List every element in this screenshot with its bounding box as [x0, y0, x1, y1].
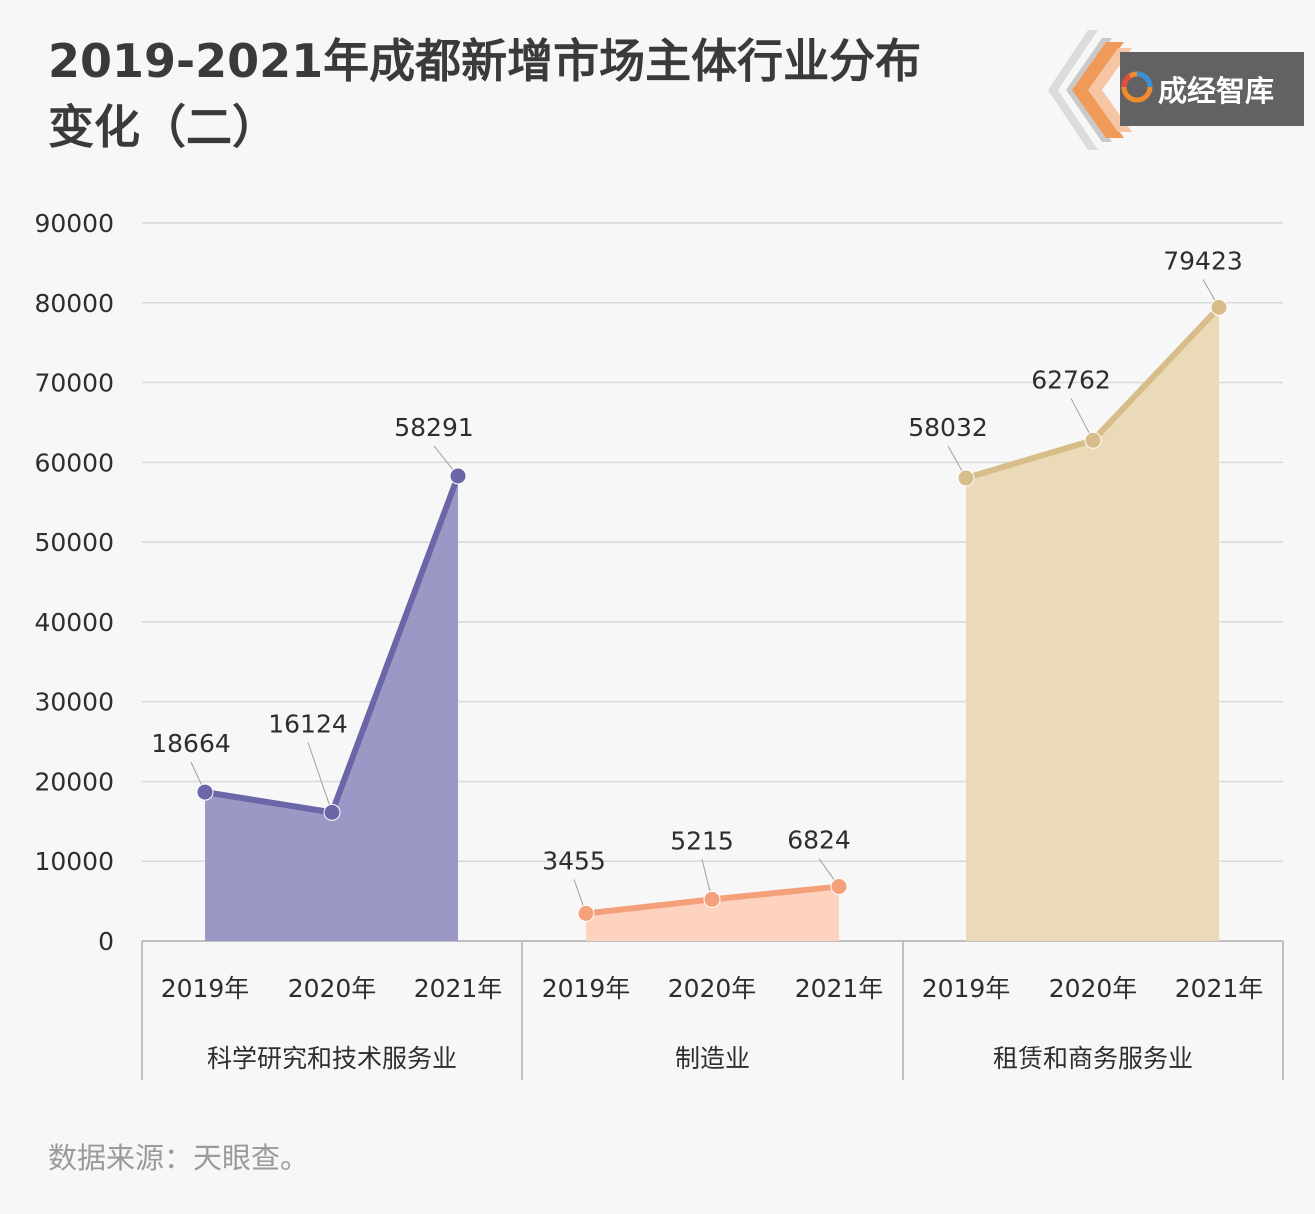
data-point	[449, 467, 467, 485]
data-label: 18664	[151, 729, 231, 758]
data-point	[1210, 298, 1228, 316]
x-tick-label: 2020年	[1049, 974, 1138, 1003]
logo-text: 成经智库	[1158, 74, 1275, 108]
x-tick-label: 2020年	[668, 974, 757, 1003]
area-fill	[966, 307, 1219, 941]
y-tick-label: 20000	[34, 767, 114, 796]
logo-swirl-icon	[1121, 71, 1153, 103]
y-tick-label: 90000	[34, 209, 114, 238]
x-tick-label: 2021年	[795, 974, 884, 1003]
y-tick-label: 0	[98, 927, 114, 956]
data-point	[957, 469, 975, 487]
chart-title-line-2: 变化（二）	[48, 100, 278, 154]
x-tick-label: 2021年	[414, 974, 503, 1003]
data-label: 58032	[908, 413, 988, 442]
data-label: 5215	[670, 826, 734, 855]
category-label: 租赁和商务服务业	[993, 1044, 1193, 1073]
x-tick-label: 2021年	[1175, 974, 1264, 1003]
data-point	[1084, 431, 1102, 449]
data-point	[577, 904, 595, 922]
data-point	[323, 803, 341, 821]
data-label: 79423	[1163, 246, 1243, 275]
y-tick-label: 50000	[34, 528, 114, 557]
x-tick-label: 2019年	[922, 974, 1011, 1003]
data-label: 62762	[1031, 365, 1111, 394]
y-tick-label: 40000	[34, 608, 114, 637]
data-label: 6824	[787, 826, 851, 855]
y-tick-label: 80000	[34, 289, 114, 318]
data-label: 58291	[394, 413, 474, 442]
data-label: 16124	[268, 709, 348, 738]
y-tick-label: 30000	[34, 688, 114, 717]
y-tick-label: 60000	[34, 448, 114, 477]
category-label: 科学研究和技术服务业	[207, 1044, 457, 1073]
y-tick-label: 70000	[34, 369, 114, 398]
logo-chevron-graphic	[1048, 30, 1132, 150]
x-tick-label: 2019年	[542, 974, 631, 1003]
x-tick-label: 2020年	[288, 974, 377, 1003]
data-point	[703, 890, 721, 908]
chart-title: 2019-2021年成都新增市场主体行业分布 变化（二）	[48, 28, 921, 160]
category-label: 制造业	[675, 1044, 750, 1073]
source-note: 数据来源：天眼查。	[48, 1141, 310, 1175]
data-label: 3455	[542, 846, 606, 875]
area-fill	[205, 475, 458, 941]
leader-line	[307, 742, 333, 813]
area-fill	[586, 886, 839, 941]
data-point	[830, 878, 848, 896]
y-tick-label: 10000	[34, 847, 114, 876]
brand-logo: 成经智库	[1040, 30, 1310, 150]
x-tick-label: 2019年	[161, 974, 250, 1003]
chart-title-line-1: 2019-2021年成都新增市场主体行业分布	[48, 34, 922, 88]
data-point	[196, 783, 214, 801]
